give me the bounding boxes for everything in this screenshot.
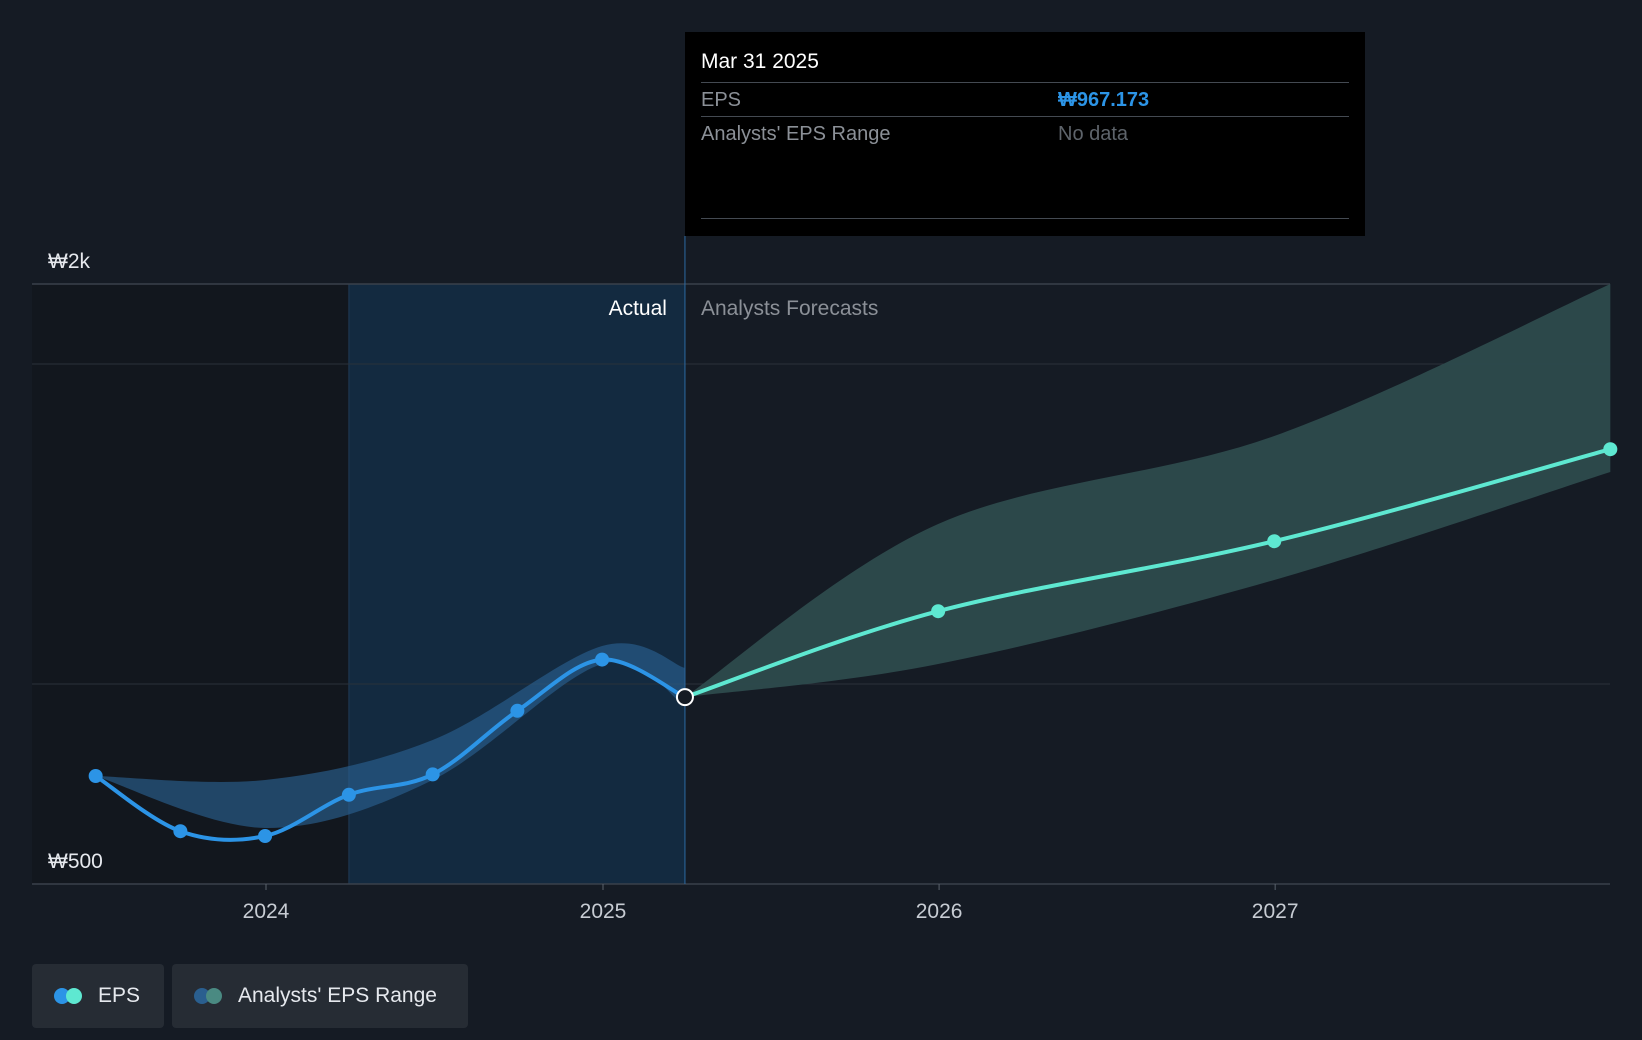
actual-eps-point: [88, 769, 103, 783]
range-legend-icon: [194, 988, 226, 1004]
actual-section-label: Actual: [609, 297, 667, 320]
tooltip: Mar 31 2025 EPS ₩967.173 Analysts' EPS R…: [685, 32, 1365, 236]
legend-item-range[interactable]: Analysts' EPS Range: [172, 964, 468, 1028]
tooltip-eps-value: ₩967.173: [1058, 89, 1150, 111]
x-tick-label: 2027: [1252, 900, 1299, 923]
actual-eps-point: [425, 767, 440, 782]
tooltip-range-row: Analysts' EPS Range No data: [701, 116, 1349, 151]
tooltip-eps-label: EPS: [701, 89, 742, 111]
tooltip-range-value: No data: [1058, 123, 1129, 145]
tooltip-date: Mar 31 2025: [701, 50, 819, 73]
x-tick-label: 2024: [243, 900, 290, 923]
y-tick-label-top: ₩2k: [48, 250, 91, 273]
actual-eps-point: [595, 652, 610, 667]
forecast-eps-point: [1267, 534, 1282, 549]
current-eps-point: [675, 688, 694, 707]
actual-range-band: [95, 643, 685, 829]
tooltip-range-label: Analysts' EPS Range: [701, 123, 891, 145]
forecast-eps-point: [1603, 442, 1618, 457]
tooltip-eps-row: EPS ₩967.173: [701, 82, 1349, 117]
actual-eps-point: [173, 824, 188, 839]
x-tick-label: 2025: [580, 900, 627, 923]
legend-item-eps[interactable]: EPS: [32, 964, 164, 1028]
tooltip-divider: [701, 218, 1349, 219]
eps-legend-icon: [54, 988, 86, 1004]
forecast-eps-point: [931, 604, 946, 619]
forecast-range-band: [684, 284, 1611, 698]
y-tick-label-bottom: ₩500: [48, 850, 103, 873]
actual-eps-point: [258, 829, 273, 843]
legend-dot-forecast: [66, 988, 82, 1004]
x-tick-label: 2026: [916, 900, 963, 923]
forecast-eps-line: [682, 447, 1613, 700]
legend-label-eps: EPS: [98, 984, 141, 1007]
legend-label-range: Analysts' EPS Range: [238, 984, 437, 1007]
legend-dot-range-b: [206, 988, 222, 1004]
actual-eps-point: [341, 787, 356, 802]
forecast-section-label: Analysts Forecasts: [701, 297, 878, 320]
actual-eps-point: [510, 703, 525, 718]
